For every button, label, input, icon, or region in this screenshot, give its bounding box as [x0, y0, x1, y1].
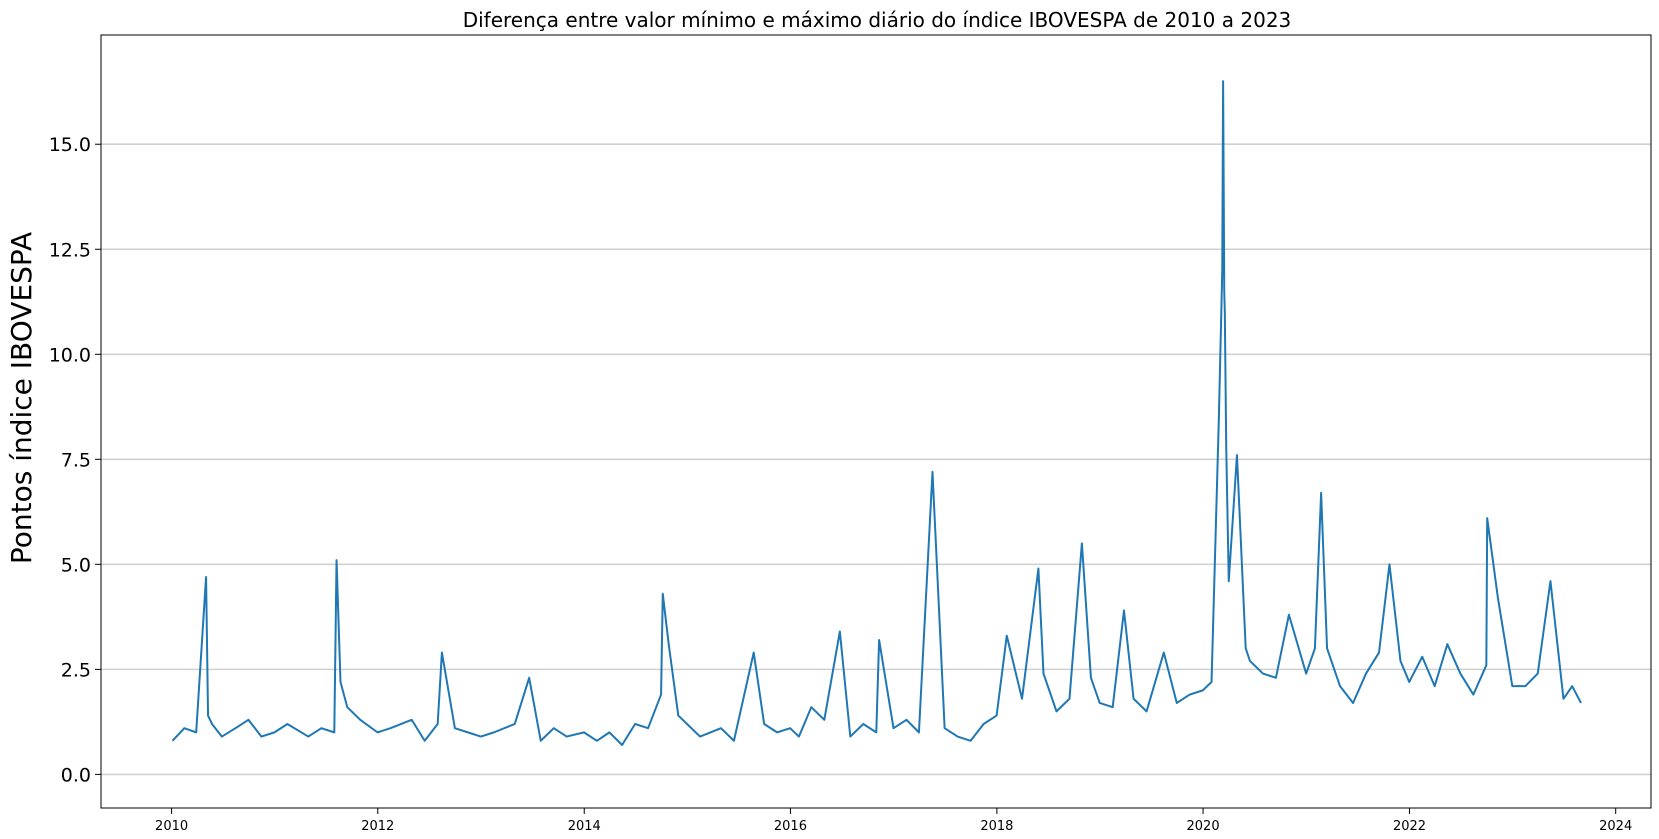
y-tick-label: 7.5 — [61, 449, 91, 471]
x-tick-label: 2012 — [361, 819, 394, 834]
x-tick-label: 2014 — [568, 819, 601, 834]
x-axis: 2010 2012 2014 2016 2018 2020 2022 2024 — [155, 808, 1632, 834]
axes-frame — [100, 34, 1652, 809]
x-tick-label: 2024 — [1599, 819, 1632, 834]
y-tick-label: 2.5 — [61, 659, 91, 681]
chart-title: Diferença entre valor mínimo e máximo di… — [463, 8, 1292, 32]
y-tick-label: 12.5 — [49, 239, 91, 261]
grid-layer — [101, 143, 1651, 776]
y-tick-label: 0.0 — [61, 764, 91, 786]
y-tick-label: 15.0 — [49, 134, 91, 156]
y-axis: 0.0 2.5 5.0 7.5 10.0 12.5 15.0 — [49, 134, 101, 786]
series-layer — [171, 80, 1582, 746]
x-tick-label: 2022 — [1393, 819, 1426, 834]
x-tick-label: 2020 — [1187, 819, 1220, 834]
series-line — [171, 80, 1582, 746]
x-tick-label: 2016 — [774, 819, 807, 834]
y-tick-label: 5.0 — [61, 554, 91, 576]
x-tick-label: 2010 — [155, 819, 188, 834]
x-tick-label: 2018 — [980, 819, 1013, 834]
y-axis-label: Pontos índice IBOVESPA — [5, 232, 38, 564]
y-tick-label: 10.0 — [49, 344, 91, 366]
